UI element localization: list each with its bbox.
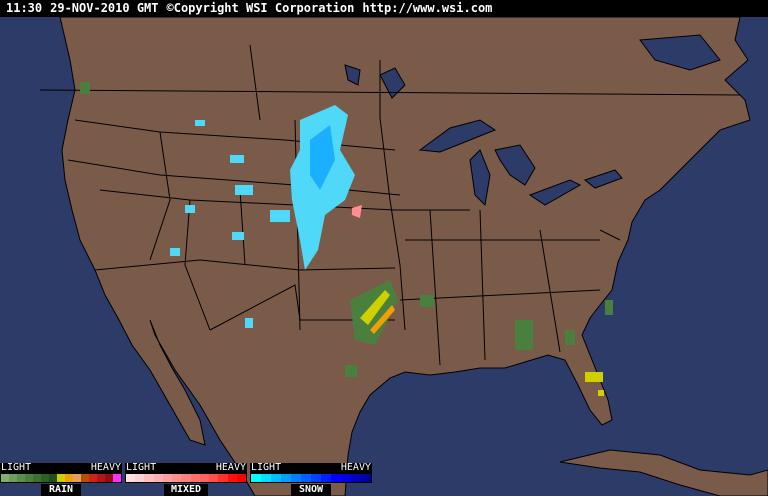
legend-swatch <box>291 474 301 482</box>
legend-swatch <box>144 474 154 482</box>
radar-precipitation <box>80 82 613 396</box>
legend-swatch <box>89 474 97 482</box>
legend-snow: LIGHT HEAVY SNOW <box>250 463 372 496</box>
great-lakes <box>344 34 721 207</box>
time: 11:30 <box>6 1 43 15</box>
legend-swatch <box>190 474 200 482</box>
copyright: ©Copyright WSI Corporation <box>166 1 355 15</box>
legend-swatch <box>209 474 219 482</box>
legend-swatch <box>271 474 281 482</box>
legend-swatch <box>113 474 121 482</box>
legend-swatch <box>65 474 73 482</box>
legend-swatch <box>341 474 351 482</box>
legend-heavy-label: HEAVY <box>340 462 371 473</box>
date: 29-NOV-2010 GMT <box>50 1 159 15</box>
legend-swatch <box>105 474 113 482</box>
legend-swatch <box>1 474 9 482</box>
legend-rain: LIGHT HEAVY RAIN <box>0 463 122 496</box>
legend-swatch <box>153 474 163 482</box>
legend-swatch <box>41 474 49 482</box>
legend-swatch <box>361 474 371 482</box>
legend-swatch <box>331 474 341 482</box>
legend-mixed: LIGHT HEAVY MIXED <box>125 463 247 496</box>
legend-swatch <box>57 474 65 482</box>
legend-swatch <box>73 474 81 482</box>
legend-swatch <box>135 474 145 482</box>
legend-swatch <box>25 474 33 482</box>
url-link[interactable]: http://www.wsi.com <box>362 1 493 15</box>
us-map <box>39 17 768 496</box>
legend-swatch <box>17 474 25 482</box>
legend-swatch <box>301 474 311 482</box>
legend-swatch <box>33 474 41 482</box>
legend-swatch <box>9 474 17 482</box>
land-north-america <box>59 17 751 496</box>
legend-swatch <box>162 474 173 482</box>
legend-title: MIXED <box>164 484 208 496</box>
legend-swatch <box>227 474 237 482</box>
legend-swatch <box>321 474 331 482</box>
legend-swatch <box>236 474 247 482</box>
mixed-color-scale <box>125 473 247 483</box>
legend-swatch <box>311 474 321 482</box>
rain-color-scale <box>0 473 122 483</box>
legend-swatch <box>81 474 89 482</box>
legend-swatch <box>181 474 191 482</box>
legend-swatch <box>49 474 57 482</box>
legend-swatch <box>218 474 228 482</box>
legend-heavy-label: HEAVY <box>90 462 121 473</box>
legend-swatch <box>97 474 105 482</box>
state-borders <box>39 44 741 366</box>
legend-swatch <box>251 474 261 482</box>
legend-swatch <box>351 474 361 482</box>
legend-swatch <box>261 474 271 482</box>
legend-swatch <box>172 474 182 482</box>
legend-swatch <box>126 474 136 482</box>
header-bar: 11:30 29-NOV-2010 GMT ©Copyright WSI Corpo… <box>0 0 768 17</box>
legend-swatch <box>281 474 291 482</box>
snow-color-scale <box>250 473 372 483</box>
legend-title: SNOW <box>291 484 331 496</box>
legend-swatch <box>199 474 210 482</box>
legend-heavy-label: HEAVY <box>215 462 246 473</box>
legend-title: RAIN <box>41 484 81 496</box>
legend-light-label: LIGHT <box>126 462 157 473</box>
legend-light-label: LIGHT <box>251 462 282 473</box>
cuba <box>559 449 768 496</box>
legend-light-label: LIGHT <box>1 462 32 473</box>
